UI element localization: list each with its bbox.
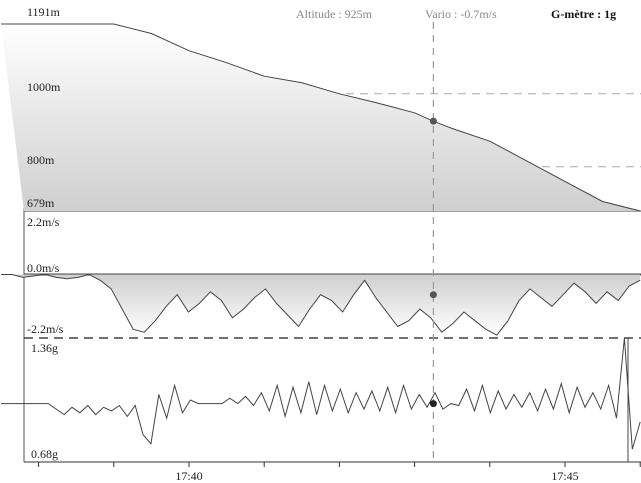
gmeter-series-line (1, 337, 641, 450)
altitude-cursor-marker (429, 117, 437, 125)
altitude-label-800: 800m (27, 153, 55, 167)
vario-cursor-marker (429, 291, 437, 299)
vario-label-zero: 0.0m/s (27, 261, 60, 275)
altitude-series-line (1, 23, 641, 212)
gmeter-cursor-marker (429, 400, 437, 408)
vario-label-max: 2.2m/s (27, 215, 60, 229)
altitude-label-max: 1191m (27, 5, 61, 19)
vario-series-line (1, 273, 641, 336)
gmeter-readout: G-mètre : 1g (551, 7, 616, 21)
altitude-readout: Altitude : 925m (296, 7, 373, 21)
altitude-label-1000: 1000m (27, 80, 61, 94)
x-axis-tick-label: 17:40 (175, 469, 202, 483)
altitude-label-min: 679m (27, 196, 55, 210)
gmeter-label-max: 1.36g (31, 341, 58, 355)
vario-label-min: -2.2m/s (27, 322, 64, 336)
altitude-area-fill (1, 24, 641, 211)
x-axis-tick-label: 17:45 (551, 469, 578, 483)
vario-area-fill (1, 274, 641, 336)
gmeter-label-min: 0.68g (31, 447, 58, 461)
vario-readout: Vario : -0.7m/s (425, 7, 497, 21)
